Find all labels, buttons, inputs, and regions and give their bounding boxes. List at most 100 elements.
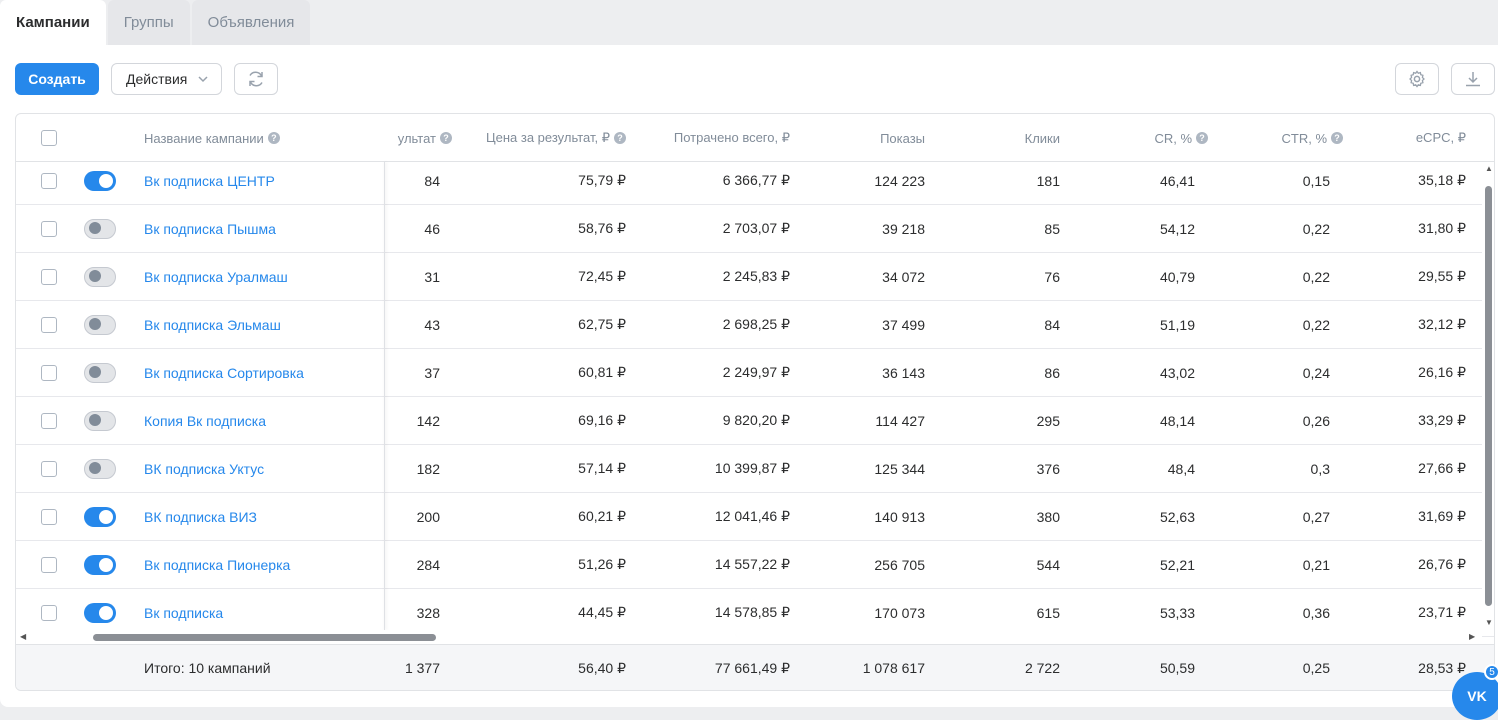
scroll-up-arrow-icon[interactable]: ▲	[1485, 164, 1493, 173]
row-status-cell	[84, 157, 116, 204]
campaigns-panel: Создать Действия Название кампании? ульт…	[0, 45, 1498, 707]
cell-cr: 52,21	[1159, 556, 1195, 573]
table-row: Вк подписка Уралмаш 31 72,45 ₽ 2 245,83 ₽ 34…	[16, 253, 1494, 301]
col-clicks-header[interactable]: Клики	[936, 114, 1060, 162]
vk-messenger-widget[interactable]: VK	[1452, 672, 1498, 720]
row-checkbox[interactable]	[41, 364, 57, 381]
campaign-name-link[interactable]: Вк подписка Уралмаш	[144, 268, 288, 285]
cell-spent: 2 698,25 ₽	[722, 316, 790, 332]
cell-clicks: 295	[1036, 412, 1060, 429]
col-clicks-label: Клики	[1024, 130, 1060, 146]
row-checkbox[interactable]	[41, 268, 57, 285]
col-ecpc-header[interactable]: eCPC, ₽	[1356, 114, 1466, 162]
help-icon[interactable]: ?	[267, 132, 280, 144]
cell-clicks: 615	[1036, 604, 1060, 621]
gear-icon	[1409, 70, 1425, 88]
cell-shows: 170 073	[874, 604, 925, 621]
campaign-status-toggle[interactable]	[84, 410, 116, 431]
col-price-header[interactable]: Цена за результат, ₽?	[456, 114, 626, 162]
row-checkbox[interactable]	[41, 460, 57, 477]
vertical-scroll-thumb[interactable]	[1485, 186, 1492, 606]
campaign-name-link[interactable]: ВК подписка ВИЗ	[144, 508, 257, 525]
tab-campaigns[interactable]: Кампании	[0, 0, 106, 45]
cell-ctr: 0,26	[1302, 412, 1330, 429]
refresh-button[interactable]	[234, 63, 278, 95]
create-button[interactable]: Создать	[15, 63, 99, 95]
col-shows-header[interactable]: Показы	[796, 114, 925, 162]
cell-shows: 34 072	[882, 268, 925, 285]
campaign-name-link[interactable]: Вк подписка ЦЕНТР	[144, 172, 275, 189]
scroll-down-arrow-icon[interactable]: ▼	[1485, 618, 1493, 627]
row-checkbox[interactable]	[41, 316, 57, 333]
download-button[interactable]	[1451, 63, 1495, 95]
cell-clicks: 84	[1044, 316, 1060, 333]
row-checkbox[interactable]	[41, 508, 57, 525]
col-spent-header[interactable]: Потрачено всего, ₽	[636, 114, 790, 162]
campaign-name-link[interactable]: Вк подписка Сортировка	[144, 364, 304, 381]
campaign-name-link[interactable]: Вк подписка	[144, 604, 224, 621]
campaign-status-toggle[interactable]	[84, 314, 116, 335]
col-ctr-header[interactable]: CTR, %?	[1216, 114, 1343, 162]
cell-ctr: 0,24	[1302, 364, 1330, 381]
vertical-scrollbar[interactable]: ▲ ▼	[1482, 162, 1494, 630]
campaign-name-link[interactable]: Вк подписка Пионерка	[144, 556, 291, 573]
toggle-knob	[89, 221, 101, 234]
row-select-cell	[41, 253, 57, 300]
cell-cr: 52,63	[1159, 508, 1195, 525]
scroll-left-arrow-icon[interactable]: ◀	[20, 632, 27, 641]
campaign-status-toggle[interactable]	[84, 362, 116, 383]
campaign-status-toggle[interactable]	[84, 554, 116, 575]
cell-ctr: 0,36	[1302, 604, 1330, 621]
tab-groups[interactable]: Группы	[107, 0, 190, 45]
actions-dropdown[interactable]: Действия	[111, 63, 222, 95]
campaign-name-link[interactable]: Копия Вк подписка	[144, 412, 267, 429]
campaign-status-toggle[interactable]	[84, 458, 116, 479]
scroll-right-arrow-icon[interactable]: ▶	[1469, 632, 1476, 641]
horizontal-scrollbar[interactable]: ◀ ▶	[16, 630, 1482, 644]
col-name-header[interactable]: Название кампании?	[144, 114, 280, 162]
help-icon[interactable]: ?	[1196, 132, 1208, 144]
row-checkbox[interactable]	[41, 604, 57, 621]
row-status-cell	[84, 493, 116, 540]
cell-shows: 125 344	[874, 460, 925, 477]
row-checkbox[interactable]	[41, 412, 57, 429]
row-checkbox[interactable]	[41, 556, 57, 573]
campaign-status-toggle[interactable]	[84, 266, 116, 287]
help-icon[interactable]: ?	[1331, 132, 1343, 144]
campaign-status-toggle[interactable]	[84, 170, 116, 191]
campaign-name-link[interactable]: Вк подписка Пышма	[144, 220, 276, 237]
col-cr-header[interactable]: CR, %?	[1076, 114, 1208, 162]
horizontal-scroll-thumb[interactable]	[93, 634, 436, 641]
select-all-checkbox[interactable]	[41, 130, 57, 146]
campaign-status-toggle[interactable]	[84, 506, 116, 527]
cell-ctr: 0,27	[1302, 508, 1330, 525]
table-row: ВК подписка Уктус 182 57,14 ₽ 10 399,87 ₽ 12…	[16, 445, 1494, 493]
settings-button[interactable]	[1395, 63, 1439, 95]
help-icon[interactable]: ?	[614, 132, 626, 144]
cell-shows: 36 143	[882, 364, 925, 381]
campaign-name-link[interactable]: Вк подписка Эльмаш	[144, 316, 281, 333]
campaign-status-toggle[interactable]	[84, 218, 116, 239]
cell-price: 58,76 ₽	[578, 220, 626, 236]
tab-ads[interactable]: Объявления	[191, 0, 311, 45]
campaign-status-toggle[interactable]	[84, 602, 116, 623]
row-status-cell	[84, 253, 116, 300]
row-checkbox[interactable]	[41, 220, 57, 237]
campaign-name-link[interactable]: ВК подписка Уктус	[144, 460, 265, 477]
cell-cr: 40,79	[1159, 268, 1195, 285]
help-icon[interactable]: ?	[440, 132, 452, 144]
col-shows-label: Показы	[880, 130, 925, 146]
row-select-cell	[41, 541, 57, 588]
cell-cr: 51,19	[1159, 316, 1195, 333]
col-result-header[interactable]: ультат?	[356, 114, 452, 162]
row-status-cell	[84, 301, 116, 348]
table-row: Вк подписка Эльмаш 43 62,75 ₽ 2 698,25 ₽ 37 …	[16, 301, 1494, 349]
cell-cr: 53,33	[1159, 604, 1195, 621]
cell-result: 284	[416, 556, 440, 573]
row-status-cell	[84, 445, 116, 492]
row-checkbox[interactable]	[41, 172, 57, 189]
col-name-label: Название кампании	[144, 130, 264, 146]
toggle-knob	[99, 173, 113, 188]
row-status-cell	[84, 349, 116, 396]
cell-result: 43	[424, 316, 440, 333]
